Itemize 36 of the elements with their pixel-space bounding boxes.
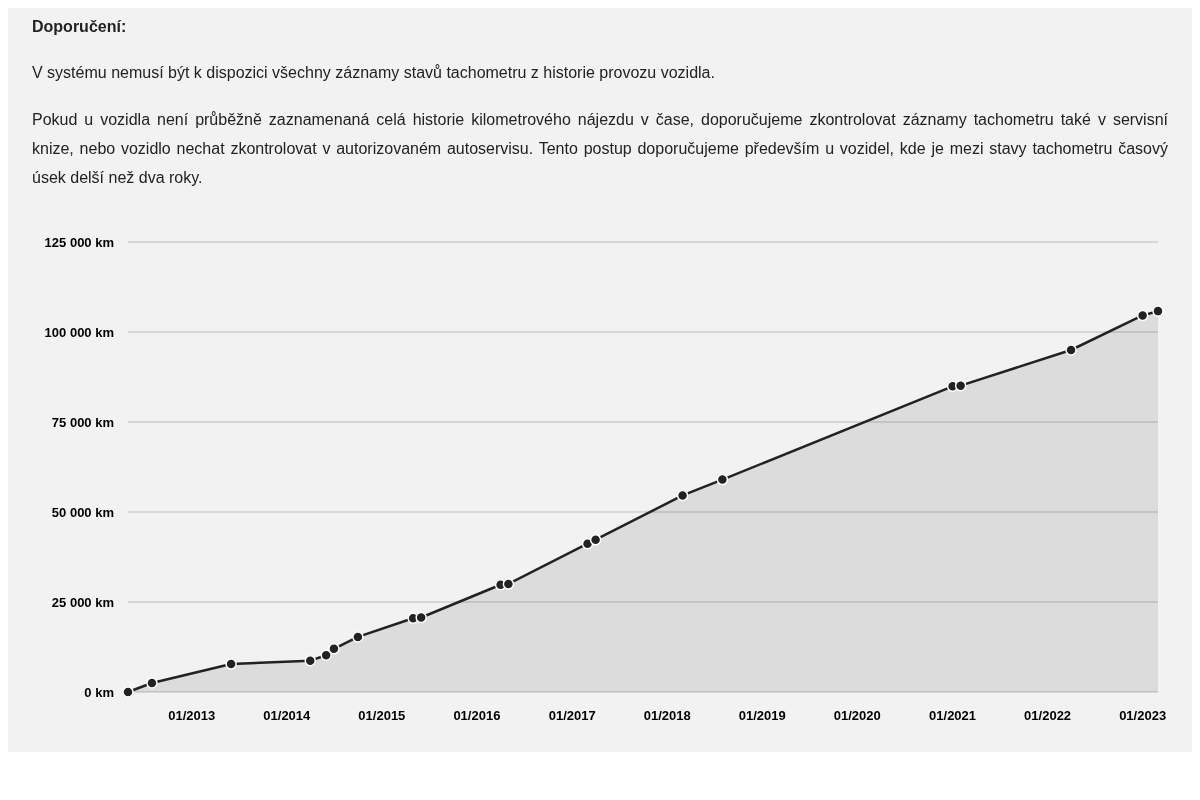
x-tick-label: 01/2023	[1119, 708, 1167, 723]
y-tick-label: 75 000 km	[51, 414, 114, 430]
point	[716, 473, 729, 486]
point	[589, 533, 602, 546]
y-tick-label: 0 km	[84, 684, 114, 700]
x-tick-label: 01/2021	[929, 708, 977, 723]
point	[304, 654, 317, 667]
x-tick-label: 01/2013	[168, 708, 216, 723]
point	[225, 658, 237, 670]
point	[415, 611, 427, 624]
point	[1136, 309, 1149, 322]
point	[320, 649, 332, 662]
y-tick-label: 125 000 km	[44, 234, 114, 250]
x-tick-label: 01/2014	[263, 708, 312, 723]
chart-title: Doporučení:	[32, 18, 128, 36]
x-tick-label: 01/2015	[358, 708, 406, 723]
point	[122, 686, 134, 698]
point	[1152, 305, 1164, 317]
text: V systému nemusí být k dispozici všechny záznamy stavů tachometru z historie provozu vozidla.	[32, 63, 716, 83]
point	[676, 489, 689, 502]
x-tick-label: 01/2018	[643, 708, 691, 723]
point	[1065, 344, 1077, 356]
y-tick-label: 25 000 km	[51, 594, 114, 610]
point	[328, 643, 340, 655]
y-tick-label: 100 000 km	[44, 324, 114, 340]
point	[352, 631, 364, 643]
y-tick-label: 50 000 km	[51, 504, 114, 520]
text: Pokud u vozidla není průběžně zaznamenaná celá historie kilometrového nájezdu v čase, doporučujeme zkontrolovat záznamy tachometru také v servisní knize, nebo vozidlo nechat zkontrolovat v autorizovaném autoservisu. Tento postup doporučujeme především u vozidel, kde je mezi stavy tachometru časový úsek delší než dva roky.	[32, 110, 1168, 188]
x-tick-label: 01/2019	[738, 708, 786, 723]
x-tick-label: 01/2017	[548, 708, 596, 723]
point	[146, 677, 158, 689]
point	[954, 379, 967, 392]
point	[502, 578, 515, 590]
x-tick-label: 01/2020	[833, 708, 881, 723]
x-tick-label: 01/2022	[1024, 708, 1072, 723]
x-tick-label: 01/2016	[453, 708, 501, 723]
